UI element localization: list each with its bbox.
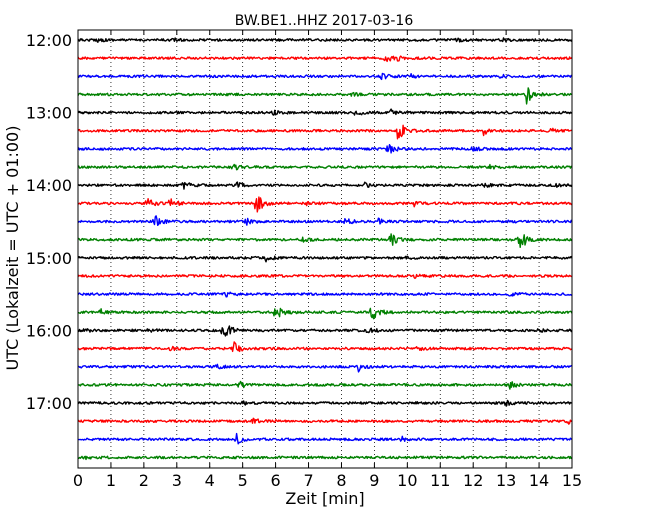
y-tick-label: 15:00 xyxy=(26,249,72,268)
trace-13:00 xyxy=(77,108,573,116)
trace-17:15 xyxy=(77,417,573,425)
y-axis-label: UTC (Lokalzeit = UTC + 01:00) xyxy=(3,126,22,371)
y-tick-label: 16:00 xyxy=(26,321,72,340)
x-tick-label: 4 xyxy=(205,471,215,490)
x-tick-label: 15 xyxy=(562,471,582,490)
y-axis: 12:00 13:00 14:00 15:00 16:00 17:00 xyxy=(26,31,572,413)
x-tick-label: 5 xyxy=(238,471,248,490)
trace-13:45 xyxy=(77,163,573,171)
trace-16:45 xyxy=(78,380,573,390)
x-tick-label: 6 xyxy=(271,471,281,490)
x-tick-label: 12 xyxy=(463,471,483,490)
y-tick-label: 13:00 xyxy=(26,104,72,123)
chart-title: BW.BE1..HHZ 2017-03-16 xyxy=(235,13,414,29)
x-tick-label: 7 xyxy=(303,471,313,490)
x-tick-label: 14 xyxy=(529,471,549,490)
trace-16:00 xyxy=(77,325,572,337)
trace-12:30 xyxy=(77,72,572,81)
x-axis-label: Zeit [min] xyxy=(285,489,364,508)
y-tick-label: 14:00 xyxy=(26,176,72,195)
x-tick-label: 11 xyxy=(430,471,450,490)
x-tick-label: 2 xyxy=(139,471,149,490)
x-tick-label: 9 xyxy=(369,471,379,490)
y-tick-label: 17:00 xyxy=(26,394,72,413)
trace-14:45 xyxy=(77,233,573,248)
plot-frame xyxy=(77,29,573,469)
trace-15:45 xyxy=(77,307,573,320)
trace-13:30 xyxy=(77,144,573,154)
trace-15:15 xyxy=(77,273,573,280)
trace-16:15 xyxy=(78,341,572,353)
trace-12:45 xyxy=(77,87,572,105)
trace-16:30 xyxy=(77,363,573,373)
trace-group xyxy=(77,37,573,461)
x-tick-label: 0 xyxy=(73,471,83,490)
x-tick-label: 8 xyxy=(336,471,346,490)
trace-17:30 xyxy=(78,432,573,445)
trace-15:00 xyxy=(77,255,573,263)
y-tick-label: 12:00 xyxy=(26,31,72,50)
trace-12:15 xyxy=(77,55,573,63)
trace-13:15 xyxy=(77,124,573,140)
x-tick-label: 13 xyxy=(496,471,516,490)
trace-17:00 xyxy=(77,399,572,407)
x-tick-label: 1 xyxy=(106,471,116,490)
trace-14:30 xyxy=(77,215,573,226)
trace-17:45 xyxy=(77,455,573,461)
x-tick-label: 10 xyxy=(397,471,417,490)
trace-12:00 xyxy=(77,37,573,43)
trace-15:30 xyxy=(77,291,573,298)
trace-14:00 xyxy=(77,181,572,190)
x-axis: 0 1 2 3 4 5 6 7 8 9 10 11 12 13 14 15 xyxy=(73,30,582,490)
x-tick-label: 3 xyxy=(172,471,182,490)
trace-14:15 xyxy=(77,196,573,213)
